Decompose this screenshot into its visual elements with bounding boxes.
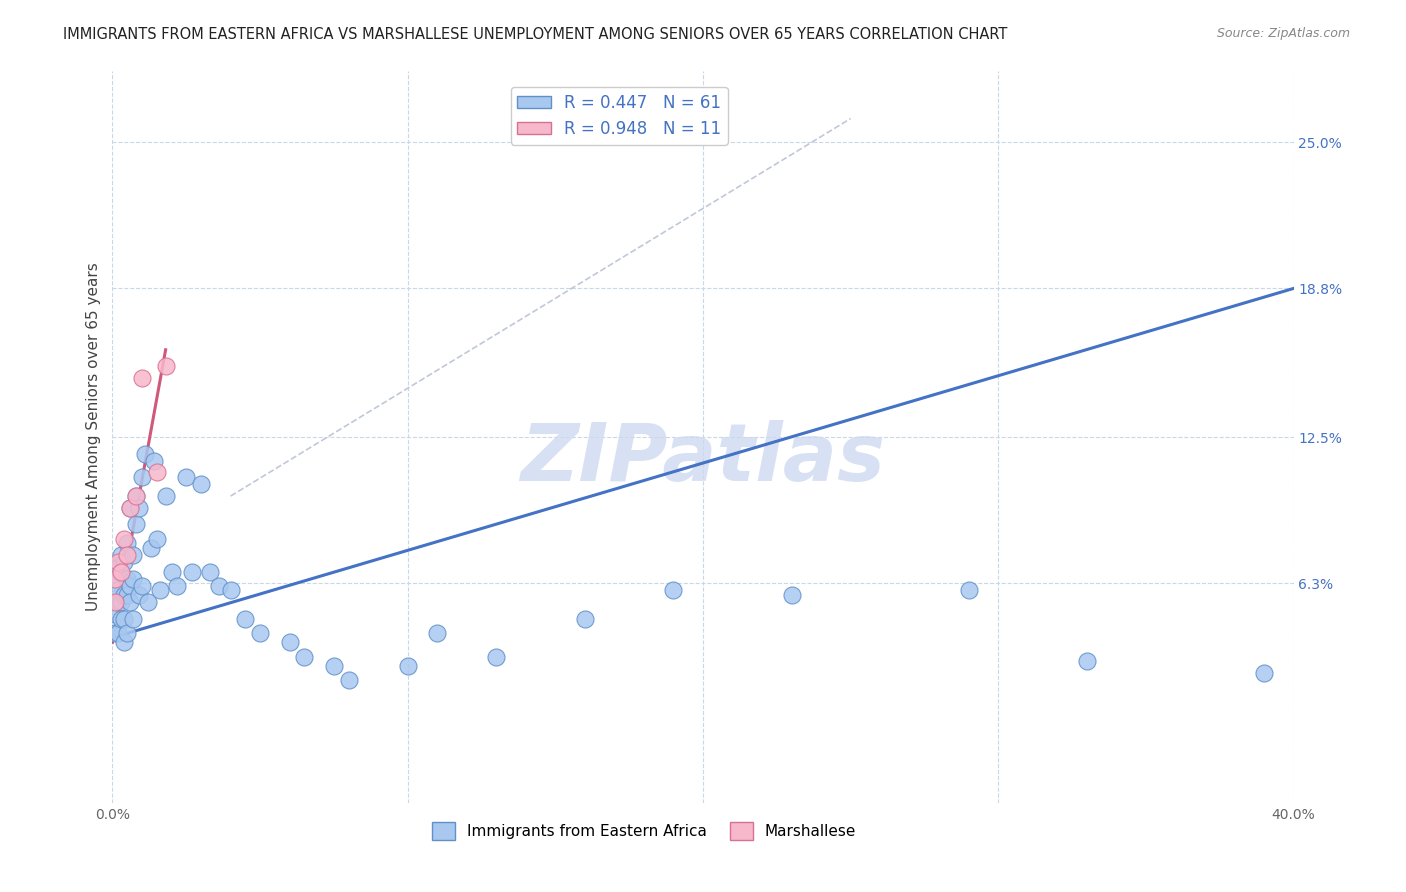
Point (249, 626, 271, 640)
Point (122, 572, 145, 586)
Point (125, 489, 148, 503)
Point (131, 371, 153, 385)
Point (104, 607, 127, 621)
Point (146, 532, 169, 546)
Point (110, 595, 132, 609)
Point (117, 588, 138, 602)
Point (122, 548, 145, 562)
Point (112, 555, 135, 569)
Point (128, 500, 150, 515)
Y-axis label: Unemployment Among Seniors over 65 years: Unemployment Among Seniors over 65 years (86, 263, 101, 611)
Point (198, 565, 221, 579)
Point (112, 588, 135, 602)
Point (107, 595, 129, 609)
Point (396, 659, 419, 673)
Point (131, 579, 153, 593)
Point (107, 626, 129, 640)
Point (122, 612, 145, 626)
Point (112, 635, 135, 649)
Point (233, 612, 256, 626)
Point (120, 595, 142, 609)
Point (278, 635, 301, 649)
Point (110, 548, 132, 562)
Point (190, 477, 212, 491)
Point (181, 565, 204, 579)
Point (174, 470, 197, 484)
Text: ZIPatlas: ZIPatlas (520, 420, 886, 498)
Point (104, 626, 127, 640)
Point (155, 489, 177, 503)
Point (104, 572, 127, 586)
Point (166, 579, 188, 593)
Point (125, 489, 148, 503)
Point (110, 565, 132, 579)
Legend: Immigrants from Eastern Africa, Marshallese: Immigrants from Eastern Africa, Marshall… (426, 815, 862, 847)
Point (112, 532, 135, 546)
Point (112, 612, 135, 626)
Point (780, 588, 803, 602)
Point (574, 612, 596, 626)
Point (219, 583, 242, 598)
Point (131, 470, 153, 484)
Point (1076, 654, 1098, 668)
Point (107, 555, 129, 569)
Point (337, 673, 360, 687)
Point (426, 626, 449, 640)
Point (134, 447, 156, 461)
Point (104, 576, 127, 591)
Point (120, 500, 142, 515)
Point (110, 612, 132, 626)
Point (292, 649, 315, 664)
Point (662, 583, 685, 598)
Point (1253, 666, 1275, 681)
Point (139, 541, 162, 555)
Point (120, 579, 142, 593)
Point (149, 583, 172, 598)
Text: Source: ZipAtlas.com: Source: ZipAtlas.com (1216, 27, 1350, 40)
Point (142, 453, 165, 467)
Point (155, 359, 177, 374)
Point (160, 565, 183, 579)
Point (323, 659, 346, 673)
Point (208, 579, 231, 593)
Point (485, 649, 508, 664)
Text: IMMIGRANTS FROM EASTERN AFRICA VS MARSHALLESE UNEMPLOYMENT AMONG SENIORS OVER 65: IMMIGRANTS FROM EASTERN AFRICA VS MARSHA… (63, 27, 1008, 42)
Point (146, 466, 169, 480)
Point (136, 595, 159, 609)
Point (110, 565, 132, 579)
Point (117, 626, 138, 640)
Point (125, 517, 148, 532)
Point (128, 588, 150, 602)
Point (104, 595, 127, 609)
Point (117, 572, 138, 586)
Point (957, 583, 980, 598)
Point (117, 536, 138, 550)
Point (107, 583, 129, 598)
Point (117, 548, 138, 562)
Point (107, 559, 129, 574)
Point (120, 500, 142, 515)
